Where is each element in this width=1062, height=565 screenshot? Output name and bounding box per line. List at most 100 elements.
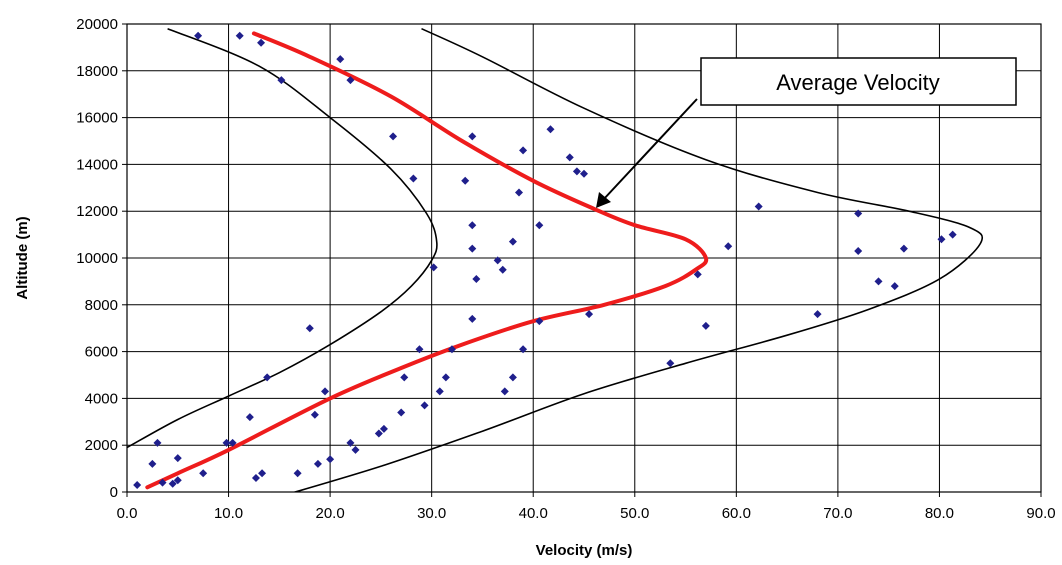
data-point [585, 310, 594, 319]
data-point [389, 132, 398, 141]
data-point [493, 256, 502, 265]
y-tick-label: 20000 [76, 16, 118, 33]
data-point [468, 244, 477, 253]
data-point [441, 373, 450, 382]
data-point [899, 244, 908, 253]
data-point [854, 209, 863, 218]
data-point [346, 438, 355, 447]
y-tick-label: 4000 [85, 390, 118, 407]
data-point [321, 387, 330, 396]
y-tick-label: 14000 [76, 156, 118, 173]
data-point [415, 345, 424, 354]
callout-label: Average Velocity [776, 70, 939, 95]
y-tick-label: 6000 [85, 344, 118, 361]
y-tick-label: 8000 [85, 297, 118, 314]
data-point [305, 324, 314, 333]
y-axis-tick-labels: 0 2000 4000 6000 8000 10000 12000 14000 16000 180… [76, 16, 118, 501]
x-tick-label: 0.0 [117, 505, 138, 522]
x-tick-label: 10.0 [214, 505, 243, 522]
data-point [235, 31, 244, 40]
data-point [251, 473, 260, 482]
data-point [409, 174, 418, 183]
data-point [158, 478, 167, 487]
data-point [874, 277, 883, 286]
callout-arrow [596, 98, 698, 208]
data-point [519, 146, 528, 155]
x-tick-label: 90.0 [1026, 505, 1055, 522]
data-point [890, 282, 899, 291]
data-point [263, 373, 272, 382]
data-point [293, 469, 302, 478]
data-point [379, 424, 388, 433]
y-tick-label: 0 [110, 484, 118, 501]
data-point [374, 429, 383, 438]
x-axis-title: Velocity (m/s) [536, 542, 633, 559]
upper-bound-curve [292, 27, 984, 492]
y-tick-label: 16000 [76, 110, 118, 127]
data-point [245, 413, 254, 422]
data-point [310, 410, 319, 419]
data-point [546, 125, 555, 134]
data-point [701, 321, 710, 330]
average-velocity-series [145, 31, 709, 490]
data-point [854, 246, 863, 255]
data-point [500, 387, 509, 396]
data-point [519, 345, 528, 354]
data-point [429, 263, 438, 272]
data-point [400, 373, 409, 382]
x-tick-label: 50.0 [620, 505, 649, 522]
data-point [326, 455, 335, 464]
y-tick-label: 12000 [76, 203, 118, 220]
data-point [580, 169, 588, 178]
plot-area-frame [126, 23, 1042, 493]
data-point [937, 235, 946, 244]
data-point [472, 275, 481, 284]
data-point [351, 445, 360, 454]
data-point [447, 345, 456, 354]
data-point [948, 230, 957, 239]
data-point [666, 359, 675, 368]
data-point [468, 314, 477, 323]
y-tick-label: 10000 [76, 250, 118, 267]
data-point [498, 265, 507, 274]
x-tick-label: 30.0 [417, 505, 446, 522]
x-tick-label: 40.0 [519, 505, 548, 522]
data-point [461, 176, 470, 185]
data-point [508, 373, 517, 382]
bound-curves [127, 27, 984, 492]
data-point [508, 237, 517, 246]
data-point [173, 454, 182, 463]
data-point [277, 76, 286, 85]
x-axis-tick-labels: 0.0 10.0 20.0 30.0 40.0 50.0 60.0 70.0 80.0 90.0 [117, 505, 1056, 522]
data-point [313, 459, 322, 468]
data-point [468, 221, 477, 230]
data-point [420, 401, 429, 410]
data-point [397, 408, 406, 417]
data-point [468, 132, 477, 141]
data-point [257, 38, 266, 47]
data-point [228, 438, 237, 447]
data-point [572, 167, 581, 176]
y-tick-label: 2000 [85, 437, 118, 454]
data-point [724, 242, 733, 251]
data-point [173, 476, 182, 485]
data-point [346, 76, 355, 85]
average-velocity-line [145, 31, 709, 490]
data-point [194, 31, 203, 40]
data-point [148, 459, 157, 468]
data-point [754, 202, 763, 211]
data-point [168, 479, 177, 488]
data-point [153, 438, 162, 447]
data-point [133, 480, 142, 489]
callout-box [700, 57, 1017, 106]
x-tick-label: 70.0 [823, 505, 852, 522]
x-tick-label: 20.0 [316, 505, 345, 522]
y-tick-label: 18000 [76, 63, 118, 80]
x-tick-label: 80.0 [925, 505, 954, 522]
data-point [535, 221, 544, 230]
data-point [693, 270, 702, 279]
data-point [535, 317, 544, 326]
data-point [435, 387, 444, 396]
data-point [199, 469, 208, 478]
